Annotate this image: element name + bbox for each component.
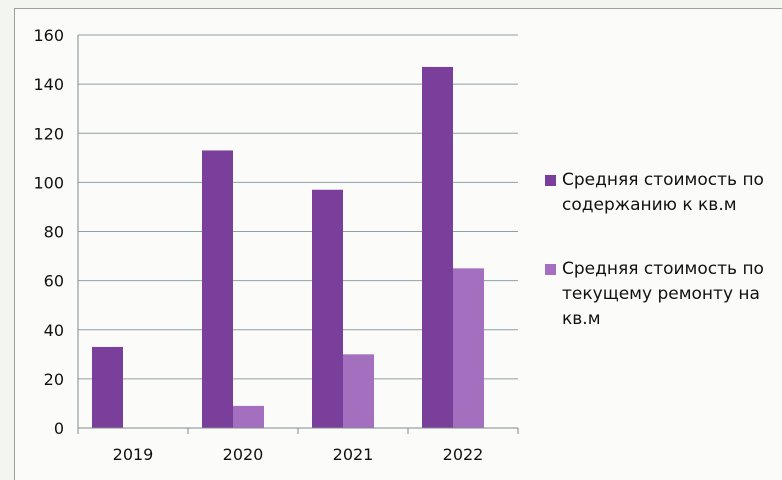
bar-series-1 <box>92 346 123 428</box>
y-tick-label: 0 <box>54 419 64 438</box>
chart-frame: 0 20 40 60 80 100 120 140 160 2019 2020 2021 2022 Ср… <box>14 8 782 480</box>
bar-series-2 <box>233 405 264 428</box>
bar-series-1 <box>312 189 343 428</box>
x-tick-label: 2019 <box>113 445 154 464</box>
bar-series-2 <box>343 354 374 428</box>
y-tick-label: 80 <box>44 223 64 242</box>
legend-label-series-1: Средняя стоимость по содержанию к кв.м <box>562 170 764 215</box>
x-tick-label: 2020 <box>223 445 264 464</box>
x-tick-label: 2021 <box>333 445 374 464</box>
y-tick-label: 100 <box>33 173 64 192</box>
legend-swatch-series-1 <box>545 175 556 186</box>
y-tick-label: 140 <box>33 75 64 94</box>
y-tick-label: 120 <box>33 124 64 143</box>
bar-series-1 <box>422 66 453 429</box>
bar-series-1 <box>202 150 233 428</box>
x-tick-label: 2022 <box>443 445 484 464</box>
bar-chart: 0 20 40 60 80 100 120 140 160 2019 2020 2021 2022 <box>33 26 519 464</box>
y-tick-label: 60 <box>44 272 64 291</box>
y-tick-label: 40 <box>44 321 64 340</box>
bar-series-2 <box>453 268 484 428</box>
legend-label-series-2: Средняя стоимость по текущему ремонту на… <box>562 259 764 329</box>
y-tick-label: 20 <box>44 370 64 389</box>
legend-swatch-series-2 <box>545 264 556 275</box>
y-tick-label: 160 <box>33 26 64 45</box>
